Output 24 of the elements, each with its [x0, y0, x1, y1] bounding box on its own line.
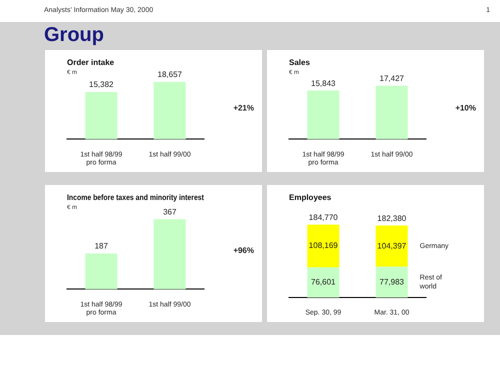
- text: +96%: [233, 246, 254, 256]
- data-label: 76,601: [311, 278, 336, 287]
- data-label: 108,169: [308, 241, 338, 250]
- chart-title: Order intake: [67, 58, 115, 68]
- chart-title: Income before taxes and minority interest: [67, 192, 204, 202]
- bar: [376, 266, 408, 298]
- text: Group: [44, 24, 104, 47]
- data-label: 187: [94, 242, 108, 251]
- total-label: 184,770: [308, 212, 338, 222]
- data-label: 18,657: [158, 70, 183, 80]
- data-label: 17,427: [380, 74, 405, 83]
- data-label: 15,843: [311, 78, 336, 88]
- bar: [376, 226, 408, 267]
- total-label: 182,380: [377, 214, 407, 223]
- chart-title: Sales: [289, 58, 310, 68]
- chart-title: Employees: [289, 193, 332, 202]
- text: +10%: [455, 104, 476, 113]
- text: +21%: [233, 104, 254, 113]
- data-label: 15,382: [89, 80, 114, 90]
- data-label: 367: [163, 207, 177, 216]
- bar: [307, 224, 340, 268]
- data-label: 104,397: [377, 241, 407, 250]
- data-label: 77,983: [380, 277, 405, 286]
- bar: [307, 267, 340, 298]
